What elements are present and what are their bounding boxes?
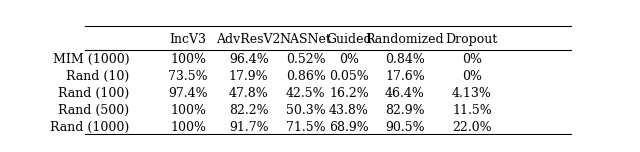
Text: Rand (500): Rand (500) bbox=[58, 104, 129, 117]
Text: 90.5%: 90.5% bbox=[385, 121, 425, 134]
Text: 43.8%: 43.8% bbox=[329, 104, 369, 117]
Text: 82.2%: 82.2% bbox=[229, 104, 268, 117]
Text: 91.7%: 91.7% bbox=[229, 121, 268, 134]
Text: 71.5%: 71.5% bbox=[286, 121, 326, 134]
Text: MIM (1000): MIM (1000) bbox=[53, 53, 129, 66]
Text: 0.05%: 0.05% bbox=[329, 70, 369, 83]
Text: 22.0%: 22.0% bbox=[452, 121, 492, 134]
Text: Guided: Guided bbox=[326, 33, 372, 46]
Text: 100%: 100% bbox=[170, 121, 206, 134]
Text: 100%: 100% bbox=[170, 53, 206, 66]
Text: Randomized: Randomized bbox=[365, 33, 444, 46]
Text: 42.5%: 42.5% bbox=[286, 87, 326, 100]
Text: 0%: 0% bbox=[462, 53, 482, 66]
Text: 0%: 0% bbox=[462, 70, 482, 83]
Text: 73.5%: 73.5% bbox=[168, 70, 208, 83]
Text: AdvResV2: AdvResV2 bbox=[216, 33, 281, 46]
Text: 46.4%: 46.4% bbox=[385, 87, 425, 100]
Text: 68.9%: 68.9% bbox=[329, 121, 369, 134]
Text: 82.9%: 82.9% bbox=[385, 104, 425, 117]
Text: 11.5%: 11.5% bbox=[452, 104, 492, 117]
Text: 47.8%: 47.8% bbox=[228, 87, 269, 100]
Text: Rand (10): Rand (10) bbox=[67, 70, 129, 83]
Text: 4.13%: 4.13% bbox=[452, 87, 492, 100]
Text: 96.4%: 96.4% bbox=[228, 53, 269, 66]
Text: 0.84%: 0.84% bbox=[385, 53, 425, 66]
Text: 50.3%: 50.3% bbox=[286, 104, 326, 117]
Text: 17.9%: 17.9% bbox=[229, 70, 268, 83]
Text: 97.4%: 97.4% bbox=[168, 87, 208, 100]
Text: 0%: 0% bbox=[339, 53, 359, 66]
Text: Rand (100): Rand (100) bbox=[58, 87, 129, 100]
Text: IncV3: IncV3 bbox=[170, 33, 207, 46]
Text: 17.6%: 17.6% bbox=[385, 70, 425, 83]
Text: 0.52%: 0.52% bbox=[286, 53, 326, 66]
Text: Rand (1000): Rand (1000) bbox=[51, 121, 129, 134]
Text: 100%: 100% bbox=[170, 104, 206, 117]
Text: 0.86%: 0.86% bbox=[285, 70, 326, 83]
Text: NASNet: NASNet bbox=[280, 33, 332, 46]
Text: 16.2%: 16.2% bbox=[329, 87, 369, 100]
Text: Dropout: Dropout bbox=[445, 33, 498, 46]
